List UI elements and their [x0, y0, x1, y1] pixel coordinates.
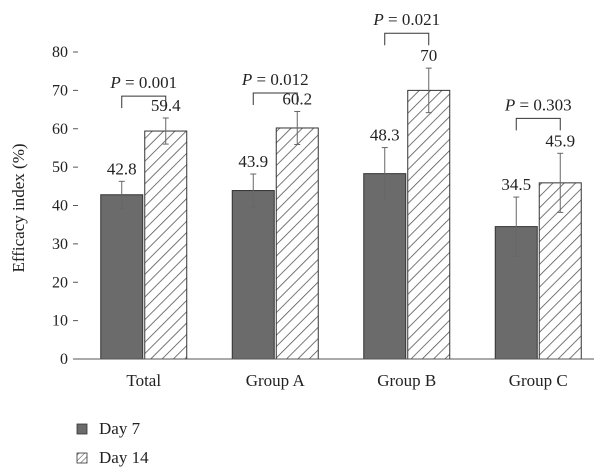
y-tick-label: 10	[52, 313, 68, 330]
category-label: Group C	[509, 371, 568, 390]
y-tick-label: 30	[52, 236, 68, 253]
p-value-label: P = 0.001	[109, 73, 177, 92]
y-tick-label: 80	[52, 44, 68, 61]
category-label: Group B	[377, 371, 436, 390]
y-axis-label: Efficacy index (%)	[9, 143, 28, 272]
y-tick-label: 50	[52, 159, 68, 176]
p-value-bracket	[252, 92, 298, 106]
data-label: 48.3	[370, 126, 400, 145]
category-label: Total	[126, 371, 161, 390]
legend-label-day7: Day 7	[99, 419, 141, 438]
p-value-bracket	[384, 32, 430, 46]
bar-day7	[100, 194, 144, 360]
category-labels: Total Group A Group B Group C	[126, 371, 567, 390]
data-label: 34.5	[501, 175, 531, 194]
legend-swatch-day14	[76, 452, 88, 464]
y-tick-label: 40	[52, 198, 68, 215]
bar-day14	[407, 89, 451, 360]
data-label: 70	[420, 46, 437, 65]
p-value-label: P = 0.012	[241, 70, 309, 89]
p-value-label: P = 0.303	[504, 95, 572, 114]
category-label: Group A	[246, 371, 306, 390]
y-axis-ticks: 0 10 20 30 40 50 60 70 80	[52, 44, 78, 368]
data-label: 45.9	[545, 131, 575, 150]
data-label: 42.8	[107, 159, 137, 178]
bars	[100, 89, 582, 360]
error-bars	[118, 67, 564, 257]
bar-day7	[231, 190, 275, 360]
y-tick-label: 20	[52, 274, 68, 291]
bar-day14	[275, 127, 319, 360]
legend-swatch-day7	[76, 423, 88, 435]
data-label: 43.9	[238, 152, 268, 171]
p-value-bracket	[121, 95, 167, 109]
bar-day14	[144, 130, 188, 360]
y-tick-label: 60	[52, 121, 68, 138]
legend: Day 7 Day 14	[76, 419, 149, 467]
legend-label-day14: Day 14	[99, 448, 149, 467]
y-tick-label: 70	[52, 82, 68, 99]
p-value-label: P = 0.021	[372, 10, 440, 29]
p-value-brackets: P = 0.001 P = 0.012 P = 0.021 P = 0.303	[109, 10, 572, 131]
y-tick-label: 0	[60, 351, 68, 368]
p-value-bracket	[515, 117, 561, 131]
bar-day7	[363, 173, 407, 360]
